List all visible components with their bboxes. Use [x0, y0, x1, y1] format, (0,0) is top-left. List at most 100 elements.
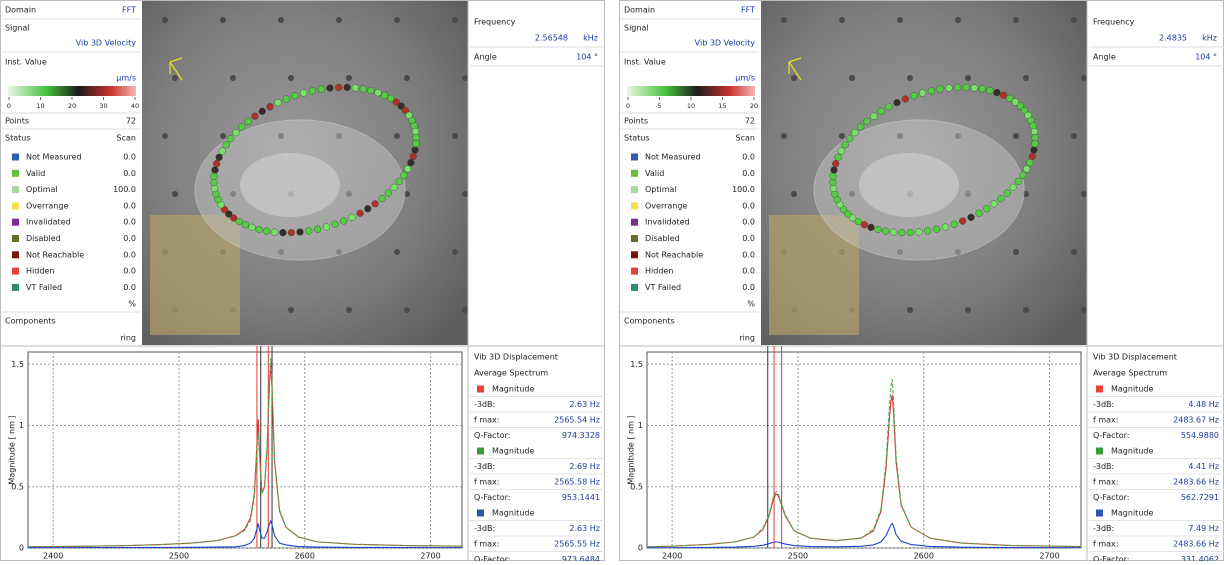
scan-point [937, 86, 944, 93]
table-hole [849, 75, 855, 81]
status-swatch [12, 202, 19, 209]
scan-point [1000, 92, 1007, 99]
spectrum-title: Vib 3D Displacement [474, 353, 558, 362]
scan-point [832, 160, 839, 167]
status-swatch [12, 170, 19, 177]
result-value: 2565.58 Hz [554, 478, 600, 487]
result-value: 973.6484 [562, 555, 600, 561]
table-hole [220, 17, 226, 23]
field-value: ring [739, 334, 755, 343]
table-hole [1013, 249, 1019, 255]
scan-point [213, 160, 220, 167]
status-swatch [631, 268, 638, 275]
table-hole [965, 307, 971, 313]
x-tick-label: 2700 [420, 552, 440, 561]
scan-point [211, 185, 218, 192]
scan-point [391, 184, 398, 191]
scan-point [211, 179, 218, 186]
field-label: Signal [624, 24, 649, 33]
result-label: -3dB: [474, 462, 495, 471]
result-value: 2483.66 Hz [1173, 540, 1219, 549]
status-swatch [631, 219, 638, 226]
scan-point [963, 84, 970, 91]
scan-point [404, 166, 411, 173]
scan-point [1023, 166, 1030, 173]
scan-point [994, 89, 1001, 96]
status-name: Overrange [645, 201, 687, 210]
scan-point [288, 229, 295, 236]
field-value: 2.4835 [1159, 34, 1187, 43]
result-label: Q-Factor: [1093, 493, 1129, 502]
status-name: Disabled [26, 234, 61, 243]
plot-area [647, 352, 1081, 548]
field-label: Frequency [474, 18, 516, 27]
camera-view [761, 1, 1087, 345]
result-value: 2483.66 Hz [1173, 478, 1219, 487]
scan-point [878, 108, 885, 115]
scan-point [238, 123, 245, 130]
scan-point [986, 87, 993, 94]
result-label: Q-Factor: [474, 493, 510, 502]
result-label: -3dB: [1093, 524, 1114, 533]
scale-tick-label: 20 [68, 102, 76, 110]
field-label: Domain [5, 6, 36, 15]
table-hole [791, 191, 797, 197]
status-name: Disabled [645, 234, 680, 243]
y-tick-label: 0 [19, 544, 24, 553]
status-name: Overrange [26, 201, 68, 210]
status-name: Optimal [26, 185, 58, 194]
scan-point [412, 147, 419, 154]
status-swatch [631, 202, 638, 209]
status-value: 0.0 [123, 153, 136, 162]
legend-label: Magnitude [1111, 447, 1153, 456]
scan-point [902, 96, 909, 103]
table-hole [839, 133, 845, 139]
scale-tick-label: 30 [99, 102, 107, 110]
scan-point [851, 129, 858, 136]
result-label: f max: [474, 540, 499, 549]
table-hole [162, 17, 168, 23]
field-value: 72 [126, 117, 136, 126]
table-hole [907, 307, 913, 313]
table-hole [452, 17, 458, 23]
table-hole [1071, 249, 1077, 255]
scan-point [297, 229, 304, 236]
legend-label: Magnitude [492, 509, 534, 518]
field-label: Inst. Value [624, 58, 666, 67]
scan-point [375, 89, 382, 96]
spectrum-subtitle: Average Spectrum [1093, 369, 1167, 378]
percent-unit: % [128, 300, 136, 309]
field-value: FFT [122, 6, 136, 15]
scan-point [1019, 172, 1026, 179]
field-label: Angle [1093, 53, 1116, 62]
field-label: Components [5, 317, 56, 326]
result-label: f max: [1093, 478, 1118, 487]
field-value: Vib 3D Velocity [695, 39, 756, 48]
scale-tick-label: 10 [687, 102, 695, 110]
x-tick-label: 2600 [914, 552, 934, 561]
legend-swatch [1096, 510, 1103, 517]
result-label: f max: [1093, 540, 1118, 549]
field-label: Status [5, 134, 31, 143]
scan-point [959, 218, 966, 225]
scan-point [227, 135, 234, 142]
percent-unit: % [747, 300, 755, 309]
scan-point [410, 153, 417, 160]
status-swatch [12, 251, 19, 258]
scan-point [1031, 128, 1038, 135]
table-hole [1081, 75, 1087, 81]
status-name: Valid [645, 169, 664, 178]
field-label: Components [624, 317, 675, 326]
status-name: Optimal [645, 185, 677, 194]
unit-label: kHz [1202, 34, 1217, 43]
spectrum-title: Vib 3D Displacement [1093, 353, 1177, 362]
table-hole [404, 75, 410, 81]
scan-point [364, 205, 371, 212]
status-value: 0.0 [123, 201, 136, 210]
scan-point [846, 135, 853, 142]
table-hole [781, 17, 787, 23]
scan-point [919, 90, 926, 97]
result-label: -3dB: [474, 400, 495, 409]
field-value: ring [120, 334, 136, 343]
